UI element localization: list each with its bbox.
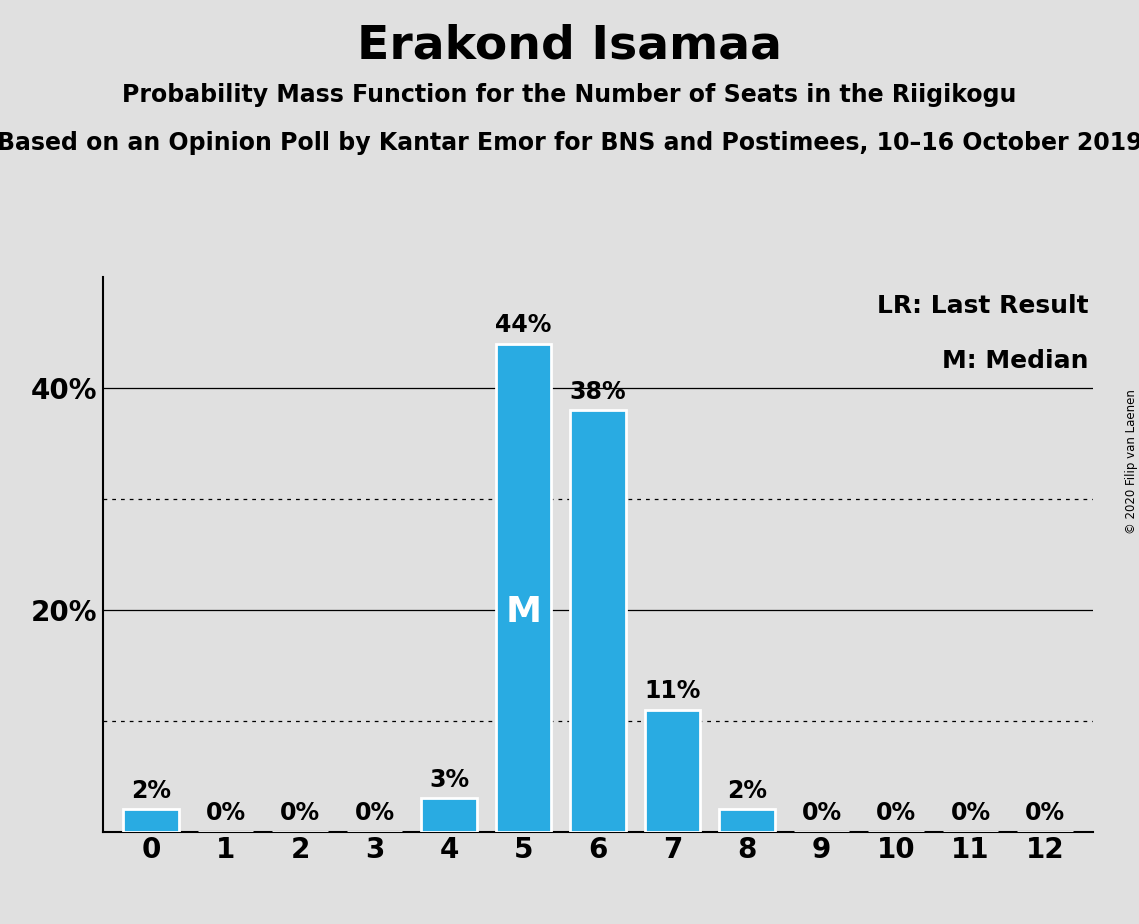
Text: Probability Mass Function for the Number of Seats in the Riigikogu: Probability Mass Function for the Number… bbox=[122, 83, 1017, 107]
Text: Erakond Isamaa: Erakond Isamaa bbox=[357, 23, 782, 68]
Text: 44%: 44% bbox=[495, 313, 551, 337]
Text: M: Median: M: Median bbox=[942, 349, 1089, 373]
Bar bbox=[123, 809, 179, 832]
Text: 2%: 2% bbox=[131, 779, 171, 803]
Bar bbox=[495, 344, 551, 832]
Text: LR: Last Result: LR: Last Result bbox=[877, 294, 1089, 318]
Text: Based on an Opinion Poll by Kantar Emor for BNS and Postimees, 10–16 October 201: Based on an Opinion Poll by Kantar Emor … bbox=[0, 131, 1139, 155]
Text: 11%: 11% bbox=[645, 679, 700, 703]
Text: 0%: 0% bbox=[1025, 801, 1065, 825]
Text: 0%: 0% bbox=[205, 801, 246, 825]
Text: 2%: 2% bbox=[727, 779, 767, 803]
Text: 0%: 0% bbox=[280, 801, 320, 825]
Text: 0%: 0% bbox=[802, 801, 842, 825]
Bar bbox=[570, 410, 626, 832]
Bar bbox=[719, 809, 775, 832]
Text: 0%: 0% bbox=[876, 801, 916, 825]
Bar bbox=[645, 710, 700, 832]
Text: 0%: 0% bbox=[354, 801, 394, 825]
Text: M: M bbox=[506, 595, 541, 629]
Text: 0%: 0% bbox=[950, 801, 991, 825]
Text: 38%: 38% bbox=[570, 380, 626, 404]
Bar bbox=[421, 798, 477, 832]
Text: 3%: 3% bbox=[429, 768, 469, 792]
Text: © 2020 Filip van Laenen: © 2020 Filip van Laenen bbox=[1124, 390, 1138, 534]
